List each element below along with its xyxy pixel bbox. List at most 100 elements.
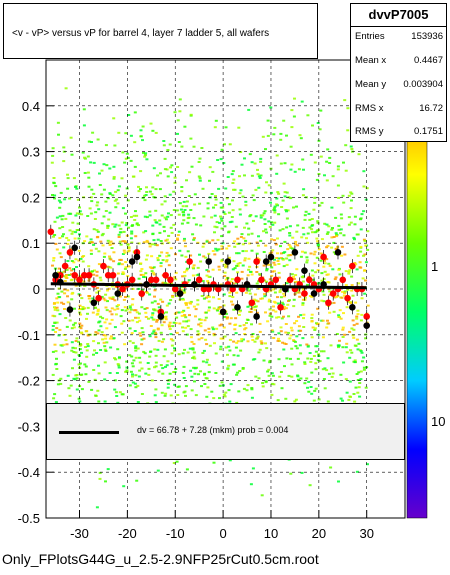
density-cell (161, 300, 165, 303)
density-cell (305, 256, 309, 259)
density-cell (89, 252, 93, 255)
density-cell (259, 174, 263, 177)
density-cell (255, 252, 259, 255)
density-cell (116, 307, 120, 310)
density-cell (194, 308, 198, 311)
density-cell (255, 271, 259, 273)
density-cell (288, 245, 292, 248)
density-cell (172, 371, 176, 373)
density-cell (259, 160, 263, 163)
density-cell (322, 350, 326, 353)
density-cell (275, 316, 279, 319)
density-cell (323, 222, 327, 225)
density-cell (247, 108, 251, 111)
density-cell (144, 230, 148, 233)
density-cell (181, 330, 185, 333)
density-cell (59, 256, 63, 259)
density-cell (284, 209, 288, 211)
density-cell (154, 361, 158, 364)
density-cell (134, 345, 138, 348)
density-cell (157, 306, 161, 309)
density-cell (117, 364, 121, 367)
density-cell (277, 213, 281, 216)
density-cell (272, 305, 275, 308)
density-cell (273, 205, 277, 208)
density-cell (77, 249, 81, 252)
density-cell (86, 343, 90, 345)
density-cell (196, 299, 200, 302)
density-cell (53, 197, 56, 200)
density-cell (257, 377, 261, 380)
density-cell (276, 302, 280, 305)
density-cell (321, 319, 325, 322)
density-cell (208, 179, 211, 182)
density-cell (340, 296, 344, 299)
density-cell (256, 168, 259, 171)
density-cell (252, 199, 256, 202)
density-cell (288, 234, 292, 237)
density-cell (207, 327, 211, 330)
density-cell (341, 346, 345, 349)
density-cell (227, 345, 231, 348)
density-cell (130, 355, 134, 358)
density-cell (144, 152, 148, 155)
density-cell (305, 237, 308, 240)
density-cell (72, 358, 76, 361)
density-cell (219, 201, 223, 204)
density-cell (202, 215, 206, 218)
density-cell (157, 339, 161, 342)
density-cell (189, 369, 193, 372)
density-cell (159, 172, 162, 175)
density-cell (348, 380, 352, 383)
density-cell (310, 228, 314, 231)
density-cell (128, 354, 132, 357)
density-cell (125, 366, 129, 369)
density-cell (284, 307, 288, 310)
density-cell (356, 379, 360, 381)
density-cell (189, 113, 193, 116)
density-cell (336, 245, 340, 248)
density-cell (173, 276, 177, 279)
density-cell (362, 238, 366, 241)
density-cell (173, 349, 177, 352)
stats-label: Entries (355, 31, 385, 42)
density-cell (292, 115, 296, 118)
density-cell (237, 126, 241, 129)
data-point (301, 267, 308, 274)
density-cell (302, 188, 306, 191)
density-cell (337, 314, 341, 317)
density-cell (109, 346, 113, 349)
density-cell (268, 278, 272, 281)
density-cell (247, 233, 250, 236)
density-cell (73, 307, 76, 310)
density-cell (102, 341, 106, 344)
density-cell (290, 329, 294, 332)
density-cell (161, 259, 165, 262)
density-cell (198, 177, 202, 180)
data-point (109, 271, 117, 279)
density-cell (123, 240, 127, 243)
footer-filename: Only_FPlotsG44G_u_2.5-2.9NFP25rCut0.5cm.… (2, 551, 319, 567)
density-cell (137, 375, 141, 378)
density-cell (183, 291, 187, 294)
density-cell (89, 271, 93, 274)
density-cell (161, 372, 165, 375)
density-cell (300, 236, 304, 239)
density-cell (86, 345, 90, 348)
density-cell (64, 317, 68, 319)
density-cell (337, 344, 341, 347)
density-cell (72, 323, 76, 326)
density-cell (81, 308, 85, 311)
density-cell (69, 384, 73, 387)
density-cell (106, 227, 110, 229)
density-cell (153, 295, 156, 298)
density-cell (172, 223, 176, 226)
density-cell (207, 275, 211, 278)
density-cell (89, 161, 93, 164)
density-cell (153, 366, 156, 369)
density-cell (64, 87, 68, 90)
density-cell (326, 281, 330, 283)
density-cell (301, 302, 305, 305)
density-cell (137, 224, 140, 227)
density-cell (323, 174, 326, 177)
